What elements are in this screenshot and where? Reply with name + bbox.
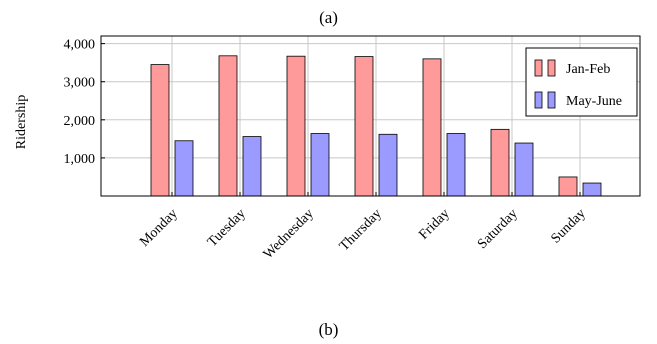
caption-a: (a) bbox=[319, 8, 338, 27]
bar-jan-feb-wednesday bbox=[286, 55, 306, 197]
legend-swatch bbox=[547, 59, 556, 77]
x-tick-label: Tuesday bbox=[205, 206, 249, 250]
y-tick-label: 3,000 bbox=[64, 76, 96, 91]
legend-swatch bbox=[534, 91, 543, 109]
x-axis-ticks: Monday Tuesday Wednesday Thursday Friday Satu… bbox=[137, 192, 589, 262]
legend-label: May-June bbox=[566, 94, 622, 109]
bar-may-june-tuesday bbox=[242, 136, 262, 197]
y-tick-label: 1,000 bbox=[64, 152, 96, 167]
x-tick-label: Friday bbox=[416, 206, 452, 242]
legend: Jan-Feb May-June bbox=[525, 47, 638, 117]
legend-box bbox=[525, 47, 638, 117]
bar-may-june-wednesday bbox=[310, 133, 330, 197]
bar-jan-feb-friday bbox=[422, 58, 442, 197]
bar-jan-feb-tuesday bbox=[218, 55, 238, 197]
legend-swatch bbox=[547, 91, 556, 109]
legend-swatch bbox=[534, 59, 543, 77]
y-tick-label: 4,000 bbox=[64, 38, 96, 53]
x-tick-label: Wednesday bbox=[261, 206, 317, 262]
bar-jan-feb-monday bbox=[150, 64, 170, 197]
bar-may-june-saturday bbox=[514, 142, 534, 197]
bar-jan-feb-sunday bbox=[558, 176, 578, 197]
x-tick-label: Saturday bbox=[475, 206, 521, 252]
bar-jan-feb-thursday bbox=[354, 56, 374, 197]
bar-jan-feb-saturday bbox=[490, 128, 510, 197]
y-axis-ticks: 1,000 2,000 3,000 4,000 bbox=[64, 38, 105, 167]
x-tick-label: Monday bbox=[137, 206, 181, 250]
bars bbox=[150, 55, 602, 197]
x-tick-label: Thursday bbox=[337, 206, 385, 254]
y-tick-label: 2,000 bbox=[64, 114, 96, 129]
caption-b: (b) bbox=[318, 320, 339, 339]
bar-may-june-thursday bbox=[378, 133, 398, 197]
legend-label: Jan-Feb bbox=[566, 62, 610, 77]
bar-may-june-monday bbox=[174, 140, 194, 197]
bar-may-june-friday bbox=[446, 133, 466, 197]
y-axis-label: Ridership bbox=[14, 95, 29, 149]
plot-frame bbox=[100, 35, 641, 197]
bar-may-june-sunday bbox=[582, 182, 602, 197]
x-tick-label: Sunday bbox=[549, 206, 589, 246]
